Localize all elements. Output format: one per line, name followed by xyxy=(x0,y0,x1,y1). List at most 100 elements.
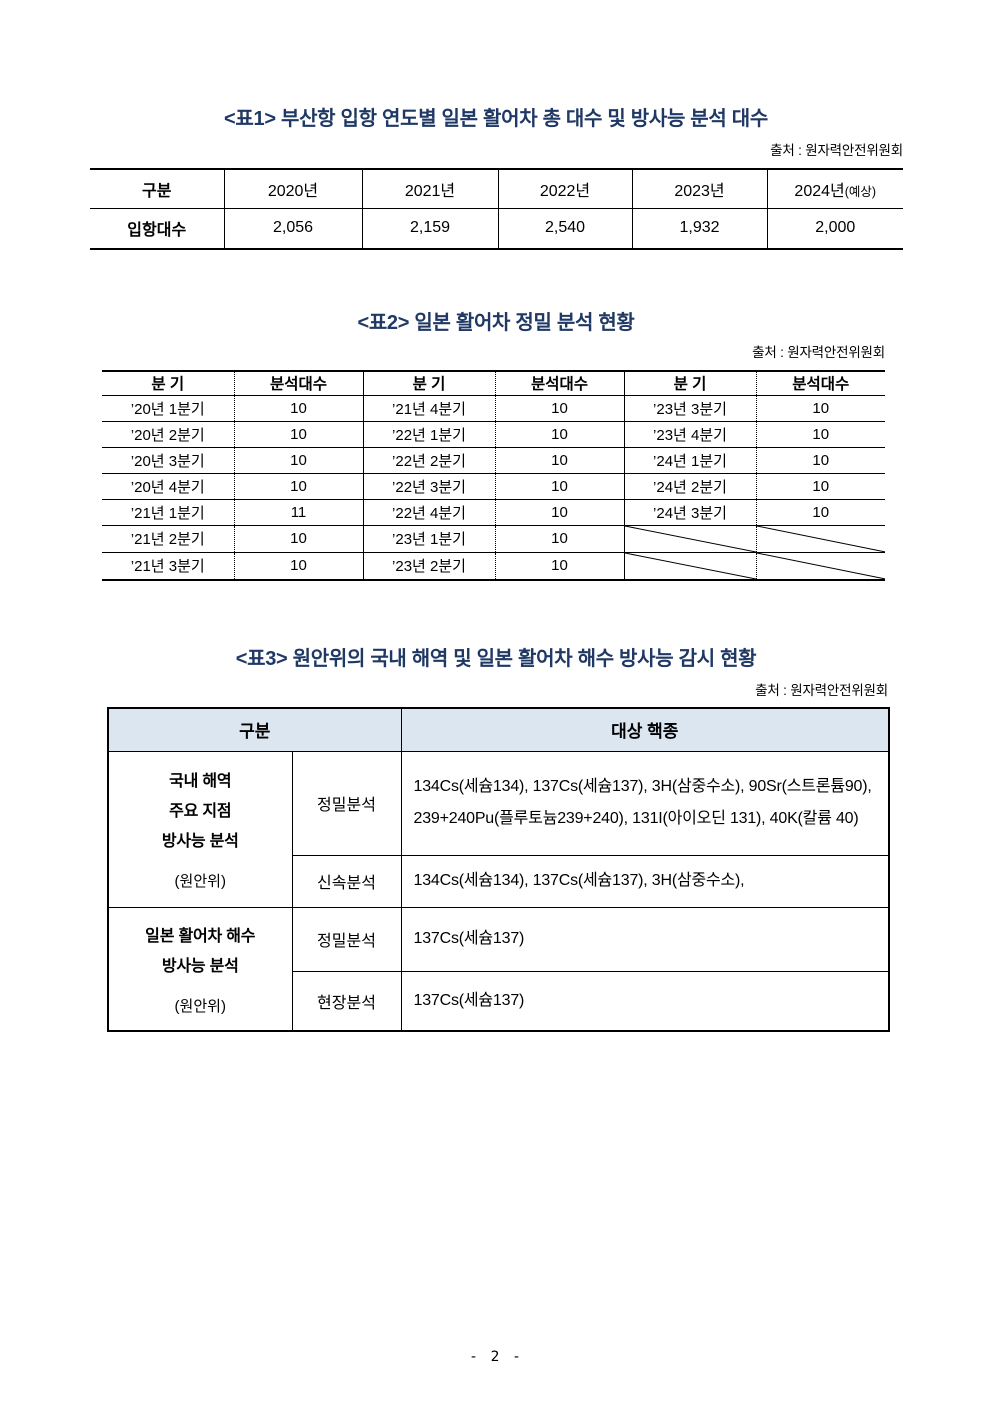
table2-row: ’20년 1분기 10 ’21년 4분기 10 ’23년 3분기 10 xyxy=(102,395,885,422)
table3-header-row: 구분 대상 핵종 xyxy=(107,707,890,752)
table1-header-2021: 2021년 xyxy=(362,169,499,209)
diagonal-strike-icon xyxy=(757,553,886,579)
nuclides-cell: 137Cs(세슘137) xyxy=(400,970,890,1032)
count-cell: 10 xyxy=(756,421,885,448)
table1-value-2024: 2,000 xyxy=(767,208,903,250)
group-label-agency: (원안위) xyxy=(174,997,226,1015)
table1-header-2024-sub: (예상) xyxy=(844,184,877,199)
quarter-cell: ’21년 1분기 xyxy=(102,499,235,526)
diagonal-strike-icon xyxy=(625,526,756,552)
table3-title: <표3> 원안위의 국내 해역 및 일본 활어차 해수 방사능 감시 현황 xyxy=(235,648,757,670)
table3-row: 현장분석 137Cs(세슘137) xyxy=(108,970,890,1032)
count-cell: 10 xyxy=(495,499,625,526)
quarter-cell: ’24년 3분기 xyxy=(624,499,757,526)
table1-header-row: 구분 2020년 2021년 2022년 2023년 2024년(예상) xyxy=(90,169,903,209)
quarter-cell: ’22년 3분기 xyxy=(363,473,496,500)
table3-row: 신속분석 134Cs(세슘134), 137Cs(세슘137), 3H(삼중수소… xyxy=(108,854,890,908)
nuclides-cell: 134Cs(세슘134), 137Cs(세슘137), 3H(삼중수소), xyxy=(400,854,890,908)
table2-header-count-1: 분석대수 xyxy=(234,371,364,396)
quarter-cell: ’20년 4분기 xyxy=(102,473,235,500)
quarter-cell: ’22년 2분기 xyxy=(363,447,496,474)
table1-value-2023: 1,932 xyxy=(632,208,768,250)
table1-source: 출처 : 원자력안전위원회 xyxy=(770,143,903,158)
crossed-out-cell xyxy=(624,525,757,553)
table2-row: ’20년 3분기 10 ’22년 2분기 10 ’24년 1분기 10 xyxy=(102,447,885,474)
table1-header-2022: 2022년 xyxy=(498,169,633,209)
count-cell: 10 xyxy=(495,421,625,448)
table2-header-count-2: 분석대수 xyxy=(495,371,625,396)
table2-row: ’20년 4분기 10 ’22년 3분기 10 ’24년 2분기 10 xyxy=(102,473,885,500)
nuclides-cell: 134Cs(세슘134), 137Cs(세슘137), 3H(삼중수소), 90… xyxy=(400,750,890,856)
table2-row: ’20년 2분기 10 ’22년 1분기 10 ’23년 4분기 10 xyxy=(102,421,885,448)
table3-monitoring-nuclides: 구분 대상 핵종 국내 해역 주요 지점 방사능 분석 (원안위) 정밀분석 1… xyxy=(107,707,890,1032)
table1-header-2024-main: 2024년 xyxy=(794,182,845,200)
count-cell: 10 xyxy=(495,473,625,500)
count-cell: 10 xyxy=(234,525,364,553)
table3-group-japan-livefish-truck: 일본 활어차 해수 방사능 분석 (원안위) xyxy=(107,906,293,1032)
table2-header-count-3: 분석대수 xyxy=(756,371,885,396)
count-cell: 10 xyxy=(234,421,364,448)
table3-header-category: 구분 xyxy=(107,707,402,752)
table2-source: 출처 : 원자력안전위원회 xyxy=(752,345,885,360)
table1-header-2020: 2020년 xyxy=(224,169,363,209)
table1-value-2022: 2,540 xyxy=(498,208,633,250)
count-cell: 10 xyxy=(756,499,885,526)
quarter-cell: ’20년 3분기 xyxy=(102,447,235,474)
quarter-cell: ’23년 2분기 xyxy=(363,552,496,580)
quarter-cell: ’23년 1분기 xyxy=(363,525,496,553)
count-cell: 11 xyxy=(234,499,364,526)
nuclides-cell: 137Cs(세슘137) xyxy=(400,906,890,972)
count-cell: 10 xyxy=(495,395,625,422)
table1-row-label: 입항대수 xyxy=(90,208,225,250)
quarter-cell: ’21년 2분기 xyxy=(102,525,235,553)
count-cell: 10 xyxy=(234,447,364,474)
group-label-line: 방사능 분석 xyxy=(161,957,239,975)
table2-header-quarter-1: 분 기 xyxy=(102,371,235,396)
group-label-line: 주요 지점 xyxy=(169,803,232,820)
quarter-cell: ’21년 3분기 xyxy=(102,552,235,580)
analysis-type-cell: 정밀분석 xyxy=(291,906,402,972)
table2-row: ’21년 1분기 11 ’22년 4분기 10 ’24년 3분기 10 xyxy=(102,499,885,526)
count-cell: 10 xyxy=(756,473,885,500)
count-cell: 10 xyxy=(234,395,364,422)
quarter-cell: ’20년 2분기 xyxy=(102,421,235,448)
quarter-cell: ’22년 1분기 xyxy=(363,421,496,448)
group-label-agency: (원안위) xyxy=(174,873,226,890)
count-cell: 10 xyxy=(234,473,364,500)
table1-header-2023: 2023년 xyxy=(632,169,768,209)
count-cell: 10 xyxy=(234,552,364,580)
table2-header-row: 분 기 분석대수 분 기 분석대수 분 기 분석대수 xyxy=(102,371,885,396)
quarter-cell: ’21년 4분기 xyxy=(363,395,496,422)
table3-row: 국내 해역 주요 지점 방사능 분석 (원안위) 정밀분석 134Cs(세슘13… xyxy=(107,750,890,908)
count-cell: 10 xyxy=(756,395,885,422)
quarter-cell: ’22년 4분기 xyxy=(363,499,496,526)
group-label-line: 일본 활어차 해수 xyxy=(145,927,256,945)
table1-data-row: 입항대수 2,056 2,159 2,540 1,932 2,000 xyxy=(90,208,903,250)
quarter-cell: ’20년 1분기 xyxy=(102,395,235,422)
table1-value-2021: 2,159 xyxy=(362,208,499,250)
diagonal-strike-icon xyxy=(625,553,756,579)
table2-quarterly-analysis: 분 기 분석대수 분 기 분석대수 분 기 분석대수 ’20년 1분기 10 ’… xyxy=(102,370,885,581)
count-cell: 10 xyxy=(495,447,625,474)
table3-source: 출처 : 원자력안전위원회 xyxy=(755,683,888,698)
analysis-type-cell: 현장분석 xyxy=(291,970,402,1032)
table1-arrivals-by-year: 구분 2020년 2021년 2022년 2023년 2024년(예상) 입항대… xyxy=(90,168,903,250)
count-cell: 10 xyxy=(495,525,625,553)
quarter-cell: ’24년 2분기 xyxy=(624,473,757,500)
group-label-line: 국내 해역 xyxy=(169,773,232,790)
table1-header-category: 구분 xyxy=(90,169,225,209)
quarter-cell: ’23년 3분기 xyxy=(624,395,757,422)
table3-header-nuclides: 대상 핵종 xyxy=(400,707,890,752)
table2-row: ’21년 3분기 10 ’23년 2분기 10 xyxy=(102,552,885,580)
page-number: - 2 - xyxy=(469,1349,523,1365)
table2-row: ’21년 2분기 10 ’23년 1분기 10 xyxy=(102,525,886,553)
quarter-cell: ’24년 1분기 xyxy=(624,447,757,474)
diagonal-strike-icon xyxy=(757,526,886,552)
table2-header-quarter-2: 분 기 xyxy=(363,371,496,396)
table2-header-quarter-3: 분 기 xyxy=(624,371,757,396)
table2-title: <표2> 일본 활어차 정밀 분석 현황 xyxy=(357,312,635,334)
group-label-line: 방사능 분석 xyxy=(161,833,239,850)
quarter-cell: ’23년 4분기 xyxy=(624,421,757,448)
crossed-out-cell xyxy=(756,552,885,580)
